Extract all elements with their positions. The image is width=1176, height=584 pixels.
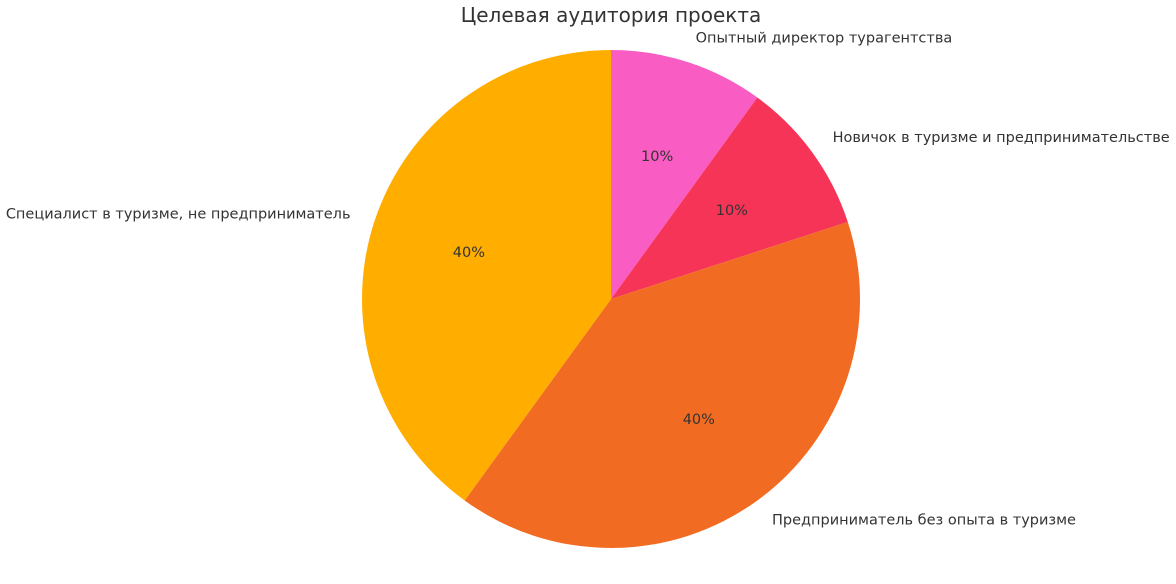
pie-slice-2 <box>611 97 848 299</box>
pie-slice-percent-2: 10% <box>716 203 748 219</box>
pie-slice-label-2: Новичок в туризме и предпринимательстве <box>833 130 1170 146</box>
chart-title: Целевая аудитория проекта <box>461 3 762 27</box>
pie-slice-1 <box>611 50 758 299</box>
pie-slice-label-1: Опытный директор турагентства <box>696 31 953 47</box>
pie-slices <box>362 50 860 548</box>
pie-slice-label-3: Предприниматель без опыта в туризме <box>772 513 1076 529</box>
pie-slice-3 <box>464 222 860 548</box>
pie-slice-4 <box>362 50 611 501</box>
pie-slice-label-4: Специалист в туризме, не предприниматель <box>6 206 351 222</box>
pie-slice-percent-3: 40% <box>683 412 715 428</box>
pie-labels: 10% Опытный директор турагентства 10% Нович… <box>6 31 1170 529</box>
pie-slice-percent-1: 10% <box>641 149 673 165</box>
pie-slice-percent-4: 40% <box>453 245 485 261</box>
